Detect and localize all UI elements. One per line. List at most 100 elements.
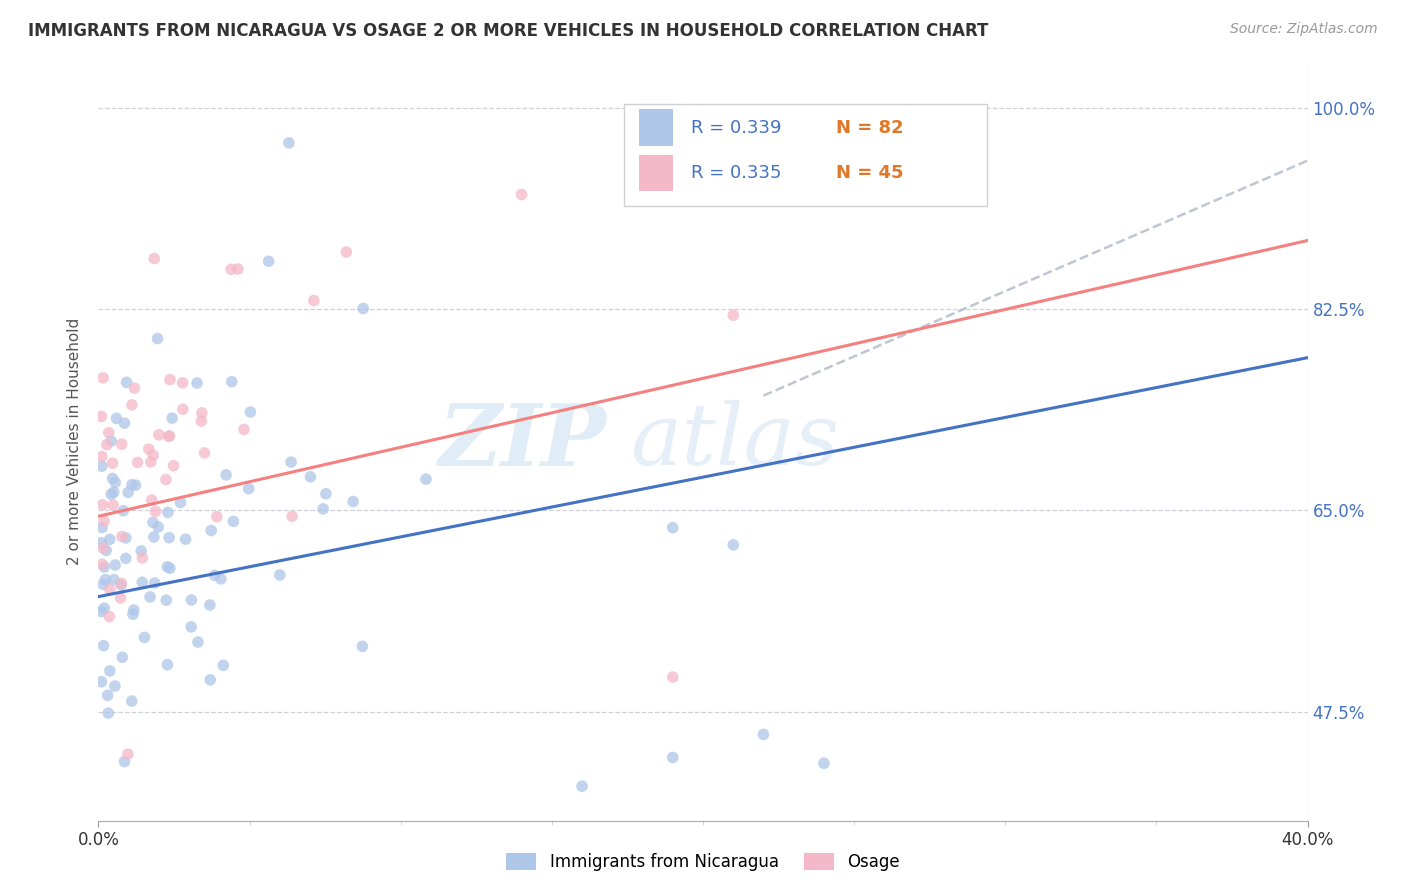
Point — [280, 455, 302, 469]
Point — [257, 254, 280, 268]
Point — [661, 521, 683, 535]
Point — [510, 187, 533, 202]
Point — [172, 376, 194, 390]
Point — [97, 689, 120, 703]
FancyBboxPatch shape — [624, 104, 987, 207]
Point — [174, 532, 197, 546]
Point — [312, 502, 335, 516]
Point — [98, 582, 121, 597]
Point — [352, 640, 374, 654]
Point — [156, 657, 179, 672]
Point — [131, 550, 153, 565]
Point — [198, 598, 221, 612]
Point — [155, 593, 177, 607]
Point — [96, 438, 118, 452]
Point — [114, 551, 136, 566]
Point — [124, 478, 146, 492]
Point — [91, 371, 114, 385]
Point — [114, 416, 136, 430]
Point — [209, 572, 232, 586]
Point — [159, 429, 181, 443]
Point — [281, 509, 304, 524]
Point — [90, 535, 112, 549]
Point — [104, 475, 127, 490]
Point — [115, 376, 138, 390]
Point — [91, 541, 114, 555]
Point — [205, 509, 228, 524]
Point — [156, 559, 179, 574]
Point — [98, 664, 121, 678]
Point — [124, 381, 146, 395]
Point — [104, 558, 127, 572]
Point — [269, 568, 291, 582]
Point — [204, 568, 226, 582]
Legend: Immigrants from Nicaragua, Osage: Immigrants from Nicaragua, Osage — [498, 845, 908, 880]
Point — [172, 402, 194, 417]
Point — [101, 456, 124, 470]
Point — [97, 425, 120, 440]
Point — [156, 505, 179, 519]
Text: N = 82: N = 82 — [837, 119, 904, 136]
Point — [100, 434, 122, 449]
Text: R = 0.335: R = 0.335 — [690, 164, 782, 182]
Point — [94, 573, 117, 587]
Point — [239, 405, 262, 419]
Point — [90, 459, 112, 474]
Point — [302, 293, 325, 308]
Point — [191, 406, 214, 420]
Point — [187, 635, 209, 649]
Point — [117, 485, 139, 500]
Point — [105, 411, 128, 425]
Point — [90, 409, 112, 424]
Text: atlas: atlas — [630, 401, 839, 483]
Point — [93, 560, 115, 574]
Point — [90, 450, 112, 464]
Point — [148, 520, 170, 534]
Point — [723, 538, 745, 552]
Point — [190, 414, 212, 428]
Point — [110, 591, 132, 605]
Point — [215, 467, 238, 482]
Point — [110, 578, 132, 592]
Point — [352, 301, 374, 316]
Point — [145, 504, 167, 518]
Y-axis label: 2 or more Vehicles in Household: 2 or more Vehicles in Household — [67, 318, 83, 566]
Point — [101, 471, 124, 485]
Point — [121, 477, 143, 491]
Point — [112, 504, 135, 518]
Point — [180, 593, 202, 607]
Point — [139, 455, 162, 469]
Point — [121, 694, 143, 708]
Point — [98, 533, 121, 547]
Point — [103, 485, 125, 500]
Point — [148, 428, 170, 442]
Point — [159, 561, 181, 575]
Point — [110, 576, 132, 591]
Point — [661, 750, 683, 764]
Point — [117, 747, 139, 761]
Point — [90, 674, 112, 689]
Point — [315, 487, 337, 501]
Point — [157, 531, 180, 545]
Point — [114, 755, 136, 769]
Point — [159, 373, 181, 387]
Point — [571, 779, 593, 793]
Point — [299, 470, 322, 484]
Point — [91, 577, 114, 591]
Point — [219, 262, 242, 277]
Point — [162, 458, 184, 473]
FancyBboxPatch shape — [638, 110, 673, 145]
Point — [169, 495, 191, 509]
Point — [142, 516, 165, 530]
Point — [96, 543, 118, 558]
Point — [141, 493, 163, 508]
Point — [111, 650, 134, 665]
FancyBboxPatch shape — [638, 155, 673, 191]
Point — [142, 530, 165, 544]
Point — [103, 573, 125, 587]
Point — [186, 376, 208, 390]
Point — [91, 558, 114, 572]
Point — [142, 448, 165, 462]
Point — [121, 398, 143, 412]
Point — [93, 639, 115, 653]
